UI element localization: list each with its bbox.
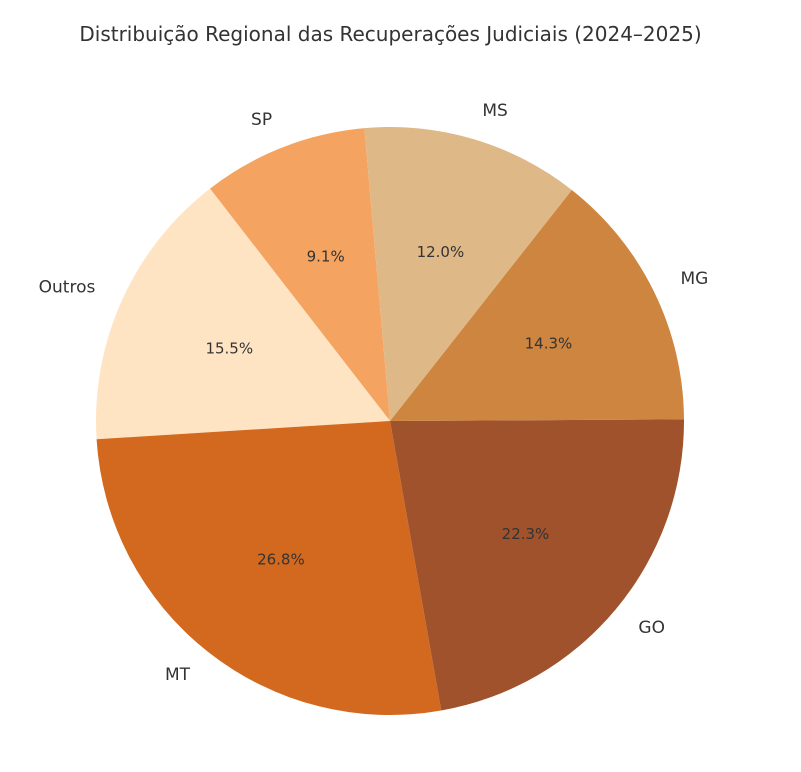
pie-category-label-mg: MG	[681, 269, 709, 289]
pie-category-label-go: GO	[638, 618, 665, 638]
pie-category-label-ms: MS	[482, 101, 507, 121]
pie-category-label-mt: MT	[165, 665, 191, 685]
pie-slice-mt	[96, 421, 442, 715]
pie-slice-go	[390, 419, 684, 711]
pie-pct-label-mt: 26.8%	[257, 551, 305, 569]
pie-pct-label-mg: 14.3%	[525, 335, 573, 353]
pie-category-label-outros: Outros	[39, 278, 96, 298]
pie-slice-sp	[209, 128, 390, 421]
pie-pct-label-ms: 12.0%	[417, 243, 465, 261]
pie-slice-mg	[390, 189, 684, 421]
pie-pct-label-outros: 15.5%	[205, 339, 253, 357]
pie-slice-ms	[364, 127, 572, 421]
pie-pct-label-sp: 9.1%	[307, 248, 345, 266]
pie-pct-label-go: 22.3%	[502, 525, 550, 543]
chart-title: Distribuição Regional das Recuperações J…	[79, 22, 702, 46]
pie-slice-outros	[96, 188, 390, 440]
pie-category-label-sp: SP	[251, 110, 272, 130]
